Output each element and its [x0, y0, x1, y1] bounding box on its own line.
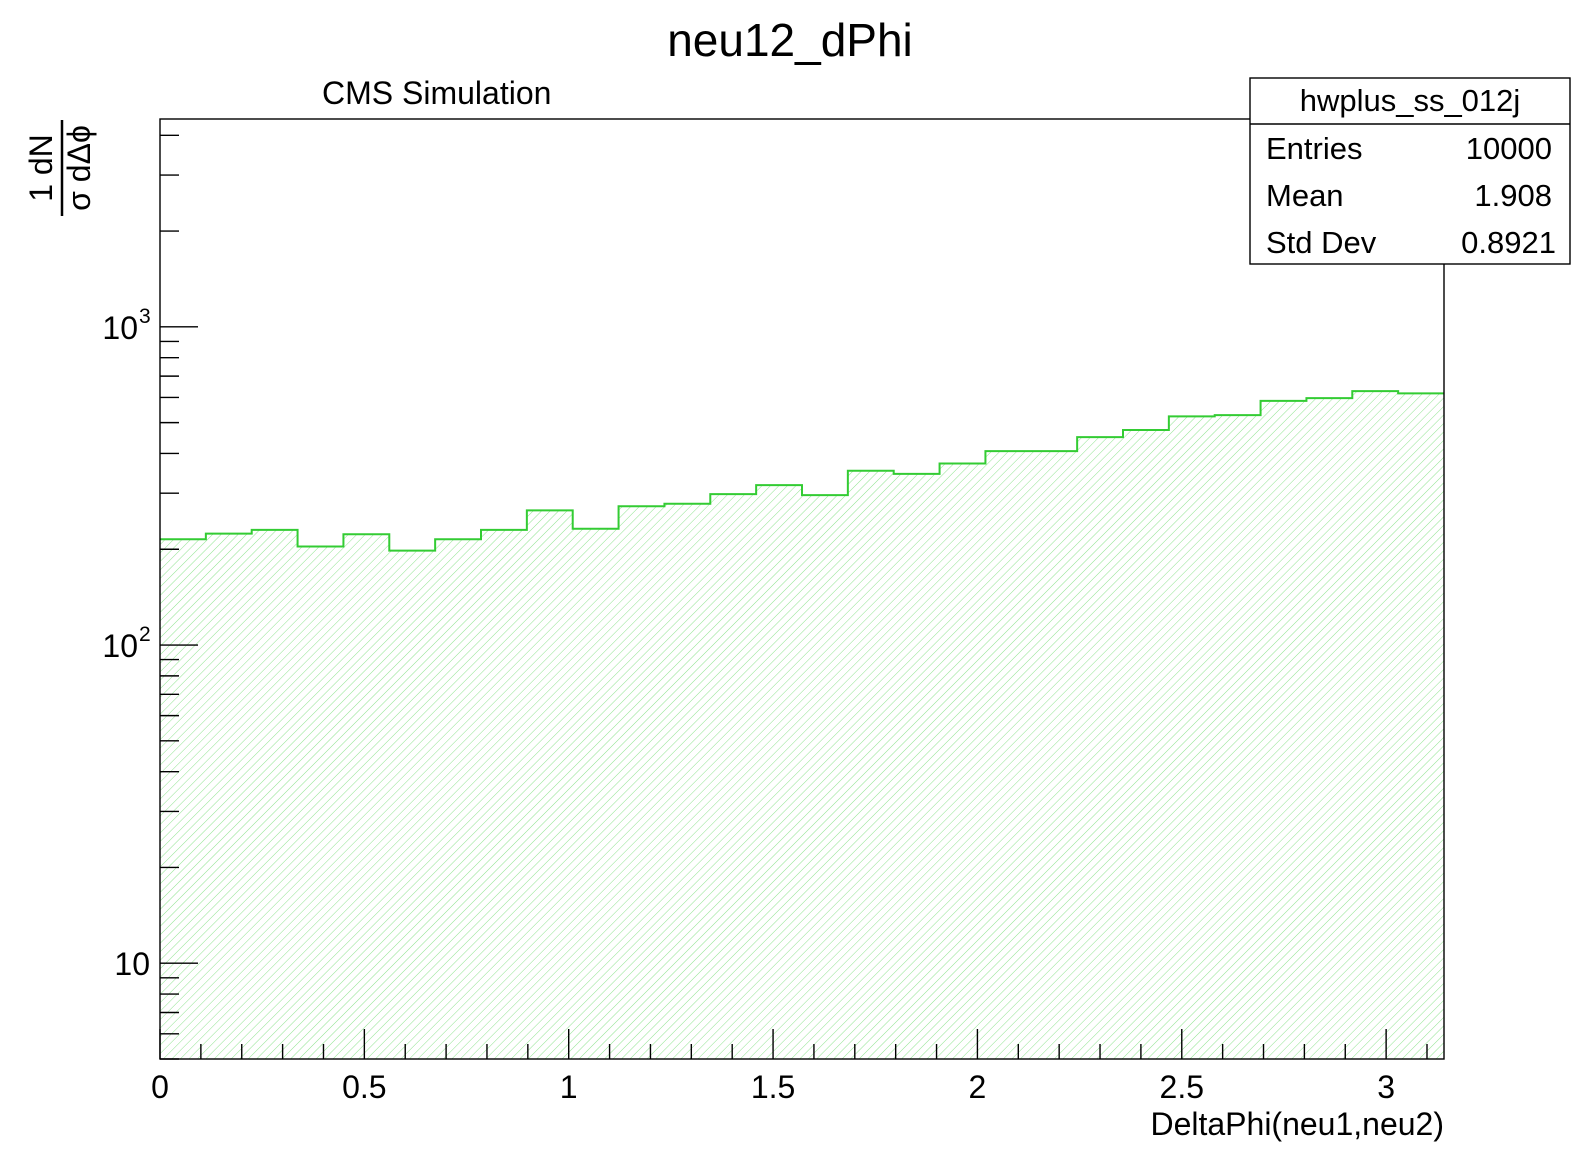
y-tick-label: 10	[102, 310, 138, 346]
stats-stddev-value: 0.8921	[1461, 225, 1556, 260]
y-axis-label-numerator: 1 dN	[23, 134, 59, 202]
x-axis: 0 0.5 1 1.5 2 2.5 3	[151, 1029, 1428, 1105]
stats-mean-label: Mean	[1266, 178, 1344, 213]
histogram-bin	[526, 510, 573, 1059]
histogram-bin	[1306, 398, 1353, 1059]
stats-entries-value: 10000	[1466, 131, 1552, 166]
y-axis-label: 1 dN σ dΔϕ	[23, 120, 97, 216]
x-tick-label: 1.5	[751, 1069, 795, 1105]
histogram-bin	[205, 533, 252, 1059]
x-tick-label: 2	[969, 1069, 987, 1105]
histogram-bin	[481, 529, 527, 1059]
x-tick-label: 0	[151, 1069, 169, 1105]
stats-box-frame	[1249, 77, 1571, 265]
histogram-bin	[1031, 451, 1078, 1059]
stats-box-name: hwplus_ss_012j	[1300, 83, 1521, 118]
x-tick-label: 3	[1377, 1069, 1395, 1105]
stats-entries-label: Entries	[1266, 131, 1362, 166]
histogram-bin	[160, 539, 206, 1059]
histogram-bin	[664, 503, 711, 1059]
histogram-bin	[1398, 393, 1444, 1059]
histogram-bin	[297, 546, 344, 1059]
histogram-bin	[985, 451, 1032, 1059]
histogram-bin	[1077, 437, 1123, 1059]
histogram-bin	[389, 550, 436, 1059]
histogram-bin	[618, 506, 665, 1060]
y-tick-exponent: 2	[139, 623, 151, 646]
histogram-bin	[939, 463, 986, 1059]
y-tick-label: 10	[102, 628, 138, 664]
y-axis-label-denominator: σ dΔϕ	[61, 125, 97, 211]
histogram-bin	[710, 494, 757, 1060]
chart-subtitle: CMS Simulation	[322, 75, 551, 111]
histogram-bin	[251, 529, 298, 1059]
histogram-bin	[572, 528, 619, 1059]
x-axis-label: DeltaPhi(neu1,neu2)	[1150, 1106, 1444, 1142]
stats-mean-value: 1.908	[1474, 178, 1552, 213]
histogram-outline	[160, 390, 1444, 552]
stats-box: hwplus_ss_012j Entries 10000 Mean 1.908 …	[1249, 77, 1571, 265]
histogram-bin	[893, 473, 940, 1060]
histogram-bin	[1214, 415, 1261, 1059]
x-tick-label: 2.5	[1160, 1069, 1204, 1105]
chart-title: neu12_dPhi	[667, 14, 913, 66]
histogram-bin	[1352, 391, 1399, 1059]
histogram-bin	[802, 495, 848, 1060]
histogram-bin	[847, 470, 894, 1059]
x-tick-label: 0.5	[342, 1069, 386, 1105]
histogram-bin	[1123, 430, 1169, 1059]
y-tick-label: 10	[114, 946, 150, 982]
plot-frame	[159, 118, 1445, 1060]
histogram-bin	[343, 534, 390, 1059]
histogram-bin	[756, 485, 802, 1060]
x-tick-label: 1	[560, 1069, 578, 1105]
histogram-bin	[1168, 416, 1215, 1059]
histogram-bin	[435, 539, 481, 1059]
histogram-bin	[1260, 400, 1307, 1059]
stats-stddev-label: Std Dev	[1266, 225, 1377, 260]
histogram-bins	[160, 390, 1444, 1060]
y-tick-exponent: 3	[139, 305, 151, 328]
